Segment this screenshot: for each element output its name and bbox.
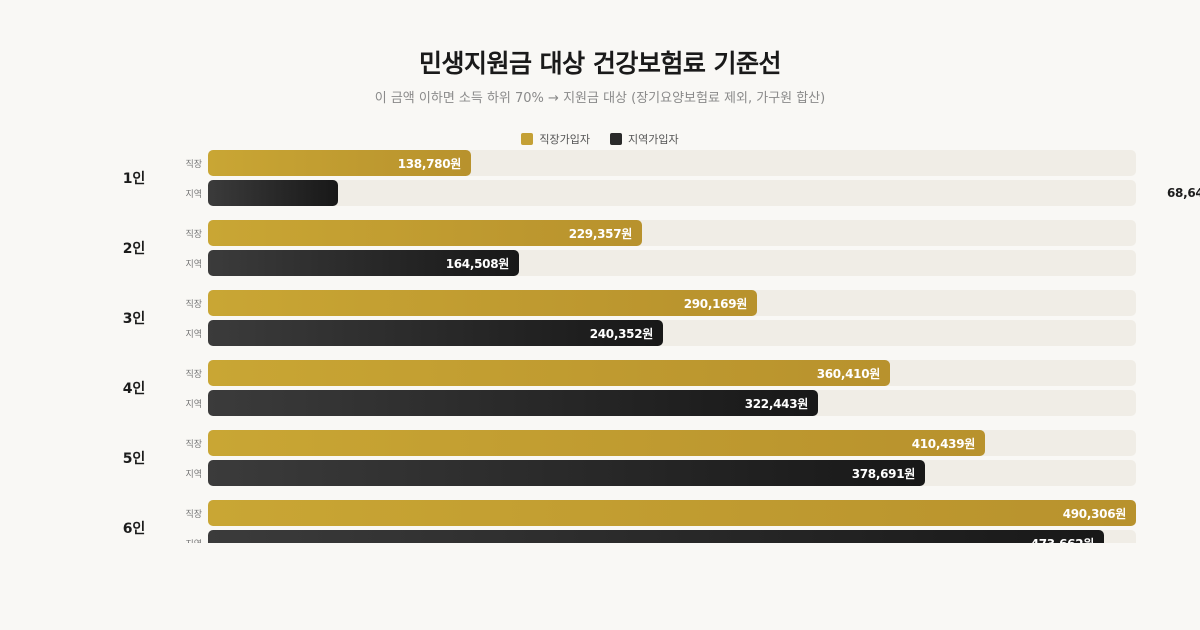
value-label-regional: 473,662원	[1031, 530, 1095, 544]
bar-workplace	[208, 360, 890, 386]
bar-regional	[208, 390, 818, 416]
category-label: 5인	[122, 451, 146, 467]
row-label-regional: 지역	[185, 329, 202, 340]
value-label-workplace: 360,410원	[816, 366, 881, 381]
bar-row-regional: 지역 164,508원	[0, 250, 1200, 276]
bar-workplace	[208, 290, 757, 316]
bar-workplace	[208, 430, 985, 456]
value-label-regional: 68,64	[1167, 186, 1200, 200]
bar-track: 229,357원	[208, 220, 1136, 246]
bar-row-regional: 지역 473,662원	[0, 530, 1200, 543]
bar-workplace	[208, 500, 1136, 526]
bar-regional	[208, 180, 338, 206]
row-label-workplace: 직장	[185, 159, 202, 170]
bar-track: 490,306원	[208, 500, 1136, 526]
value-label-workplace: 290,169원	[683, 296, 748, 311]
bar-regional	[208, 250, 519, 276]
legend: 직장가입자 지역가입자	[0, 131, 1200, 147]
category-label: 1인	[122, 171, 146, 187]
bar-row-workplace: 직장 490,306원	[0, 500, 1200, 526]
row-label-regional: 지역	[185, 189, 202, 200]
row-label-workplace: 직장	[185, 509, 202, 520]
bar-row-workplace: 직장 290,169원	[0, 290, 1200, 316]
bar-track: 473,662원	[208, 530, 1136, 543]
bar-row-workplace: 직장 410,439원	[0, 430, 1200, 456]
row-label-workplace: 직장	[185, 229, 202, 240]
row-label-workplace: 직장	[185, 439, 202, 450]
bar-track: 240,352원	[208, 320, 1136, 346]
legend-label-workplace: 직장가입자	[539, 133, 590, 146]
bar-regional	[208, 530, 1104, 543]
value-label-workplace: 138,780원	[397, 156, 462, 171]
row-label-regional: 지역	[172, 530, 202, 544]
bar-row-regional: 지역 378,691원	[0, 460, 1200, 486]
bar-track: 360,410원	[208, 360, 1136, 386]
value-label-workplace: 490,306원	[1062, 506, 1127, 521]
bar-row-workplace: 직장 360,410원	[0, 360, 1200, 386]
bar-track: 410,439원	[208, 430, 1136, 456]
value-label-regional: 164,508원	[445, 256, 510, 271]
value-label-regional: 322,443원	[744, 396, 809, 411]
row-label-regional: 지역	[185, 259, 202, 270]
bar-group: 6인 직장 490,306원지역 473,662원	[0, 500, 1200, 543]
bar-track: 164,508원	[208, 250, 1136, 276]
value-label-regional: 378,691원	[851, 466, 916, 481]
bar-track: 138,780원	[208, 150, 1136, 176]
legend-item-workplace: 직장가입자	[521, 131, 590, 147]
value-label-regional: 240,352원	[589, 326, 654, 341]
legend-swatch-regional	[610, 133, 622, 145]
bar-track: 378,691원	[208, 460, 1136, 486]
row-label-regional: 지역	[185, 399, 202, 410]
category-label: 4인	[122, 381, 146, 397]
row-label-workplace: 직장	[185, 299, 202, 310]
bar-row-regional: 지역 68,64	[0, 180, 1200, 206]
value-label-workplace: 229,357원	[568, 226, 633, 241]
bar-workplace	[208, 220, 642, 246]
bar-row-workplace: 직장 229,357원	[0, 220, 1200, 246]
chart-title: 민생지원금 대상 건강보험료 기준선	[418, 49, 782, 78]
bar-workplace	[208, 150, 471, 176]
category-label: 6인	[122, 521, 146, 537]
bar-track: 68,64	[208, 180, 1200, 206]
bar-row-workplace: 직장 138,780원	[0, 150, 1200, 176]
legend-item-regional: 지역가입자	[610, 131, 679, 147]
category-label: 3인	[122, 311, 146, 327]
bar-row-regional: 지역 322,443원	[0, 390, 1200, 416]
bar-regional	[208, 460, 925, 486]
bar-regional	[208, 320, 663, 346]
row-label-workplace: 직장	[185, 369, 202, 380]
category-label: 2인	[122, 241, 146, 257]
legend-label-regional: 지역가입자	[628, 133, 679, 146]
bar-chart: 1인 직장 138,780원 지역 68,64 2인 직장 229,357원 지역 164,508…	[0, 150, 1200, 543]
bar-track: 322,443원	[208, 390, 1136, 416]
bar-track: 290,169원	[208, 290, 1136, 316]
legend-swatch-workplace	[521, 133, 534, 145]
row-label-regional: 지역	[185, 469, 202, 480]
value-label-workplace: 410,439원	[911, 436, 976, 451]
chart-subtitle: 이 금액 이하면 소득 하위 70% → 지원금 대상 (장기요양보험료 제외,…	[374, 91, 826, 106]
bar-row-regional: 지역 240,352원	[0, 320, 1200, 346]
